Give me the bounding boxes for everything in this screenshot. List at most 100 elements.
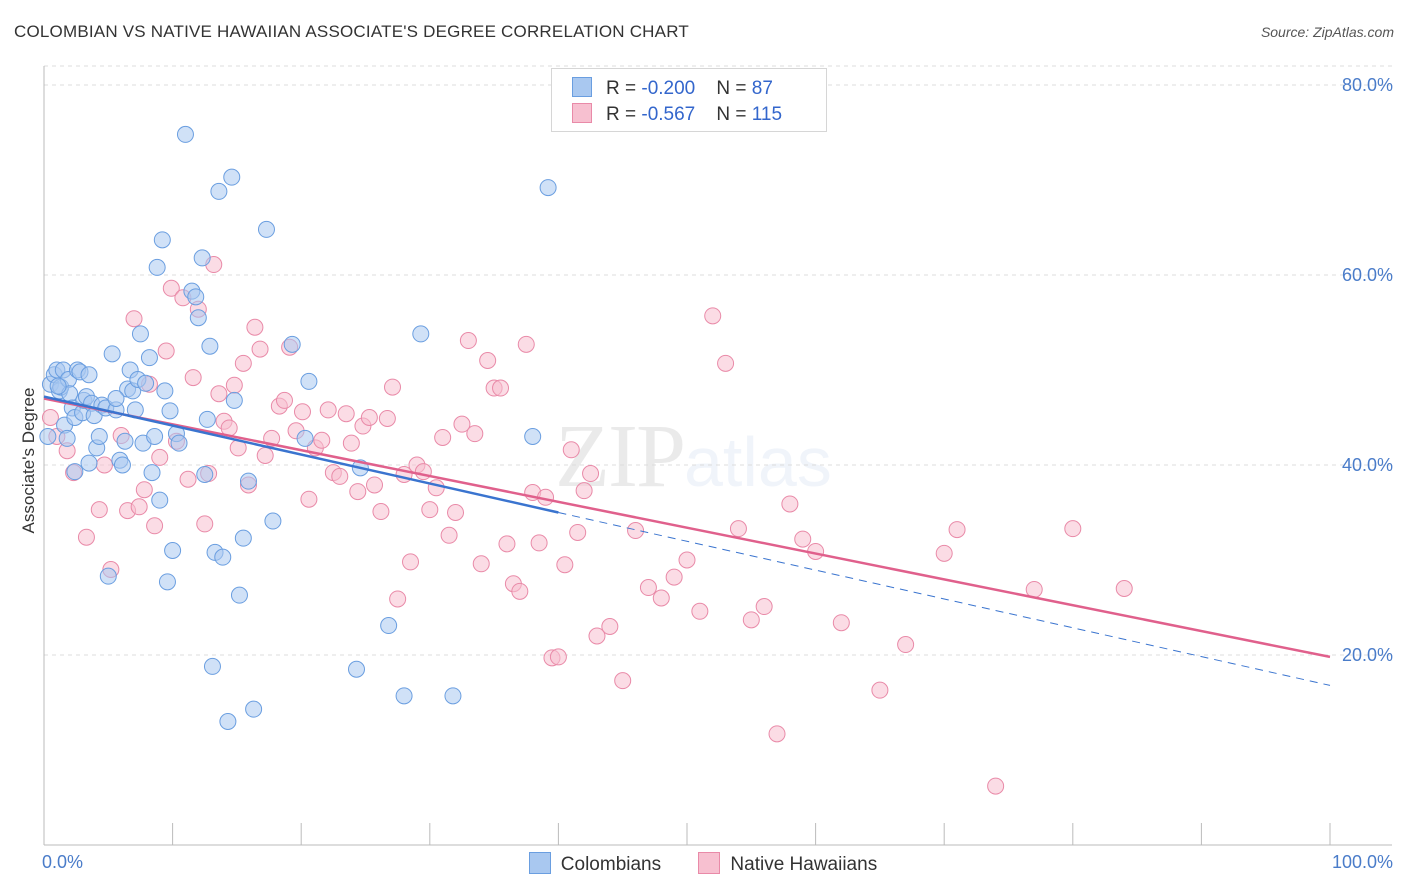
- native-hawaiian-point: [1064, 520, 1082, 538]
- native-hawaiian-point: [588, 627, 606, 645]
- native-hawaiian-point: [453, 415, 471, 433]
- legend-n-value: 87: [751, 78, 773, 99]
- native-hawaiian-point: [77, 528, 95, 546]
- colombian-point: [230, 586, 248, 604]
- colombian-point: [283, 335, 301, 353]
- native-hawaiian-point: [151, 448, 169, 466]
- colombian-point: [113, 456, 131, 474]
- bottom-legend-native-hawaiians: Native Hawaiians: [698, 852, 877, 876]
- native-hawaiian-point: [162, 279, 180, 297]
- colombian-point: [257, 220, 275, 238]
- colombian-point: [189, 309, 207, 327]
- colombian-point: [196, 466, 214, 483]
- native-hawaiian-point: [389, 590, 407, 608]
- legend-row-colombians: R = -0.200 N = 87: [572, 77, 773, 99]
- y-axis-label: Associate's Degree: [19, 388, 38, 534]
- colombian-point: [146, 428, 164, 445]
- colombian-point: [193, 249, 211, 267]
- native-hawaiian-point: [337, 405, 355, 423]
- native-hawaiian-point: [549, 648, 567, 666]
- colombian-point: [116, 432, 134, 450]
- native-hawaiian-point: [472, 555, 490, 573]
- native-hawaiian-point: [157, 342, 175, 360]
- source-label: Source: ZipAtlas.com: [1260, 24, 1394, 40]
- colombian-point: [137, 374, 155, 392]
- colombian-point: [156, 382, 174, 400]
- native-hawaiian-point: [569, 523, 587, 541]
- colombian-point: [219, 713, 237, 730]
- native-hawaiian-point: [530, 534, 548, 552]
- native-hawaiian-point: [717, 354, 735, 372]
- colombian-point: [99, 567, 117, 585]
- colombian-point: [539, 179, 557, 197]
- native-hawaiian-point: [251, 340, 269, 358]
- y-tick-label: 80.0%: [1342, 75, 1393, 95]
- colombian-point: [234, 529, 252, 547]
- bottom-legend-label-colombians: Colombians: [560, 854, 662, 875]
- colombian-point: [347, 660, 365, 678]
- native-hawaiian-point: [871, 681, 889, 699]
- legend-r-label: R =: [606, 78, 642, 99]
- native-hawaiian-point: [179, 470, 197, 488]
- native-hawaiian-point: [256, 447, 274, 464]
- colombian-point: [170, 434, 188, 452]
- native-hawaiian-point: [704, 307, 722, 325]
- native-hawaiian-point: [517, 335, 535, 353]
- native-hawaiian-point: [275, 391, 293, 409]
- native-hawaiian-point: [90, 501, 108, 519]
- bottom-legend-label-native-hawaiians: Native Hawaiians: [730, 854, 878, 875]
- colombian-point: [107, 390, 125, 407]
- native-hawaiian-point: [427, 479, 445, 497]
- colombian-point: [153, 231, 171, 249]
- colombian-point: [80, 454, 98, 472]
- native-hawaiian-point: [331, 467, 349, 485]
- colombian-trend-line: [43, 395, 559, 514]
- native-hawaiian-point: [313, 431, 331, 449]
- colombian-point: [103, 345, 121, 363]
- native-hawaiian-point: [639, 579, 657, 597]
- native-hawaiian-point: [729, 520, 747, 538]
- native-hawaiian-point: [378, 409, 396, 427]
- colombian-point: [66, 463, 84, 481]
- native-hawaiian-point: [794, 530, 812, 548]
- native-hawaiian-point: [511, 582, 529, 600]
- native-hawaiian-point: [246, 318, 264, 336]
- native-hawaiian-point: [562, 441, 580, 459]
- native-hawaiian-point: [575, 482, 593, 500]
- native-hawaiian-point: [440, 526, 458, 544]
- native-hawaiian-trend-line: [43, 397, 1331, 659]
- colombian-point: [264, 512, 282, 530]
- native-hawaiian-point: [384, 378, 402, 396]
- colombian-point: [395, 687, 413, 705]
- colombian-point: [58, 429, 76, 447]
- native-hawaiian-point: [293, 403, 311, 421]
- colombian-point: [225, 391, 243, 409]
- legend-r-value: -0.200: [641, 78, 696, 99]
- native-hawaiian-point: [948, 521, 966, 539]
- colombian-point: [210, 182, 228, 200]
- watermark-atlas: atlas: [684, 423, 832, 501]
- native-hawaiian-point: [652, 589, 670, 607]
- colombian-trend-dashed: [558, 512, 1331, 686]
- native-hawaiian-point: [614, 672, 632, 690]
- colombian-point: [187, 288, 205, 306]
- bottom-legend-swatch-colombians: [528, 852, 551, 874]
- legend-n-value: 115: [751, 104, 783, 125]
- native-hawaiian-point: [349, 483, 367, 501]
- colombian-point: [198, 410, 216, 428]
- colombian-point: [524, 428, 542, 445]
- native-hawaiian-point: [125, 310, 143, 328]
- colombian-point: [176, 125, 194, 143]
- colombian-point: [201, 337, 219, 355]
- colombian-point: [203, 657, 221, 675]
- native-hawaiian-point: [130, 498, 148, 516]
- y-tick-label: 40.0%: [1342, 455, 1393, 475]
- native-hawaiian-point: [627, 522, 645, 540]
- native-hawaiian-point: [755, 598, 773, 616]
- colombian-point: [412, 325, 430, 343]
- bottom-legend-colombians: Colombians: [528, 852, 662, 876]
- colombian-point: [39, 428, 57, 445]
- bottom-legend-swatch-native-hawaiians: [698, 852, 721, 874]
- native-hawaiian-point: [402, 553, 420, 571]
